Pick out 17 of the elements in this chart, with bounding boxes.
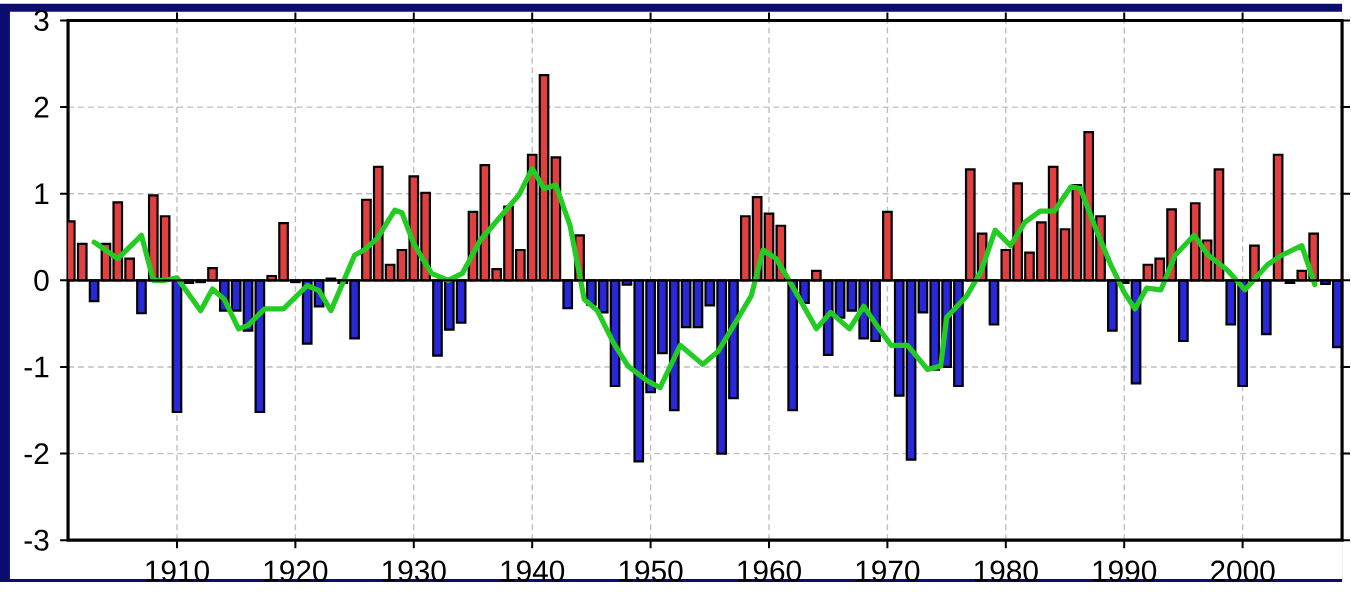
x-tick-label: 1950 (619, 560, 683, 582)
x-tick-label: 1960 (738, 560, 801, 582)
x-tick-label: 1940 (501, 560, 565, 582)
x-tick-label: 1920 (264, 560, 328, 582)
x-tick-label: 1930 (382, 560, 446, 582)
x-tick-label: 1980 (974, 560, 1038, 582)
y-tick-label: 1 (35, 183, 49, 205)
x-tick-label: 2000 (1210, 560, 1275, 582)
y-tick-label: -3 (24, 529, 49, 551)
y-tick-label: -1 (24, 356, 49, 378)
y-tick-label: -2 (24, 443, 49, 465)
y-tick-label: 2 (34, 96, 49, 118)
y-tick-label: 0 (34, 270, 49, 292)
x-tick-label: 1910 (146, 560, 209, 582)
x-tick-label: 1990 (1093, 560, 1157, 582)
y-tick-label: 3 (34, 10, 49, 32)
x-tick-label: 1970 (856, 560, 920, 582)
